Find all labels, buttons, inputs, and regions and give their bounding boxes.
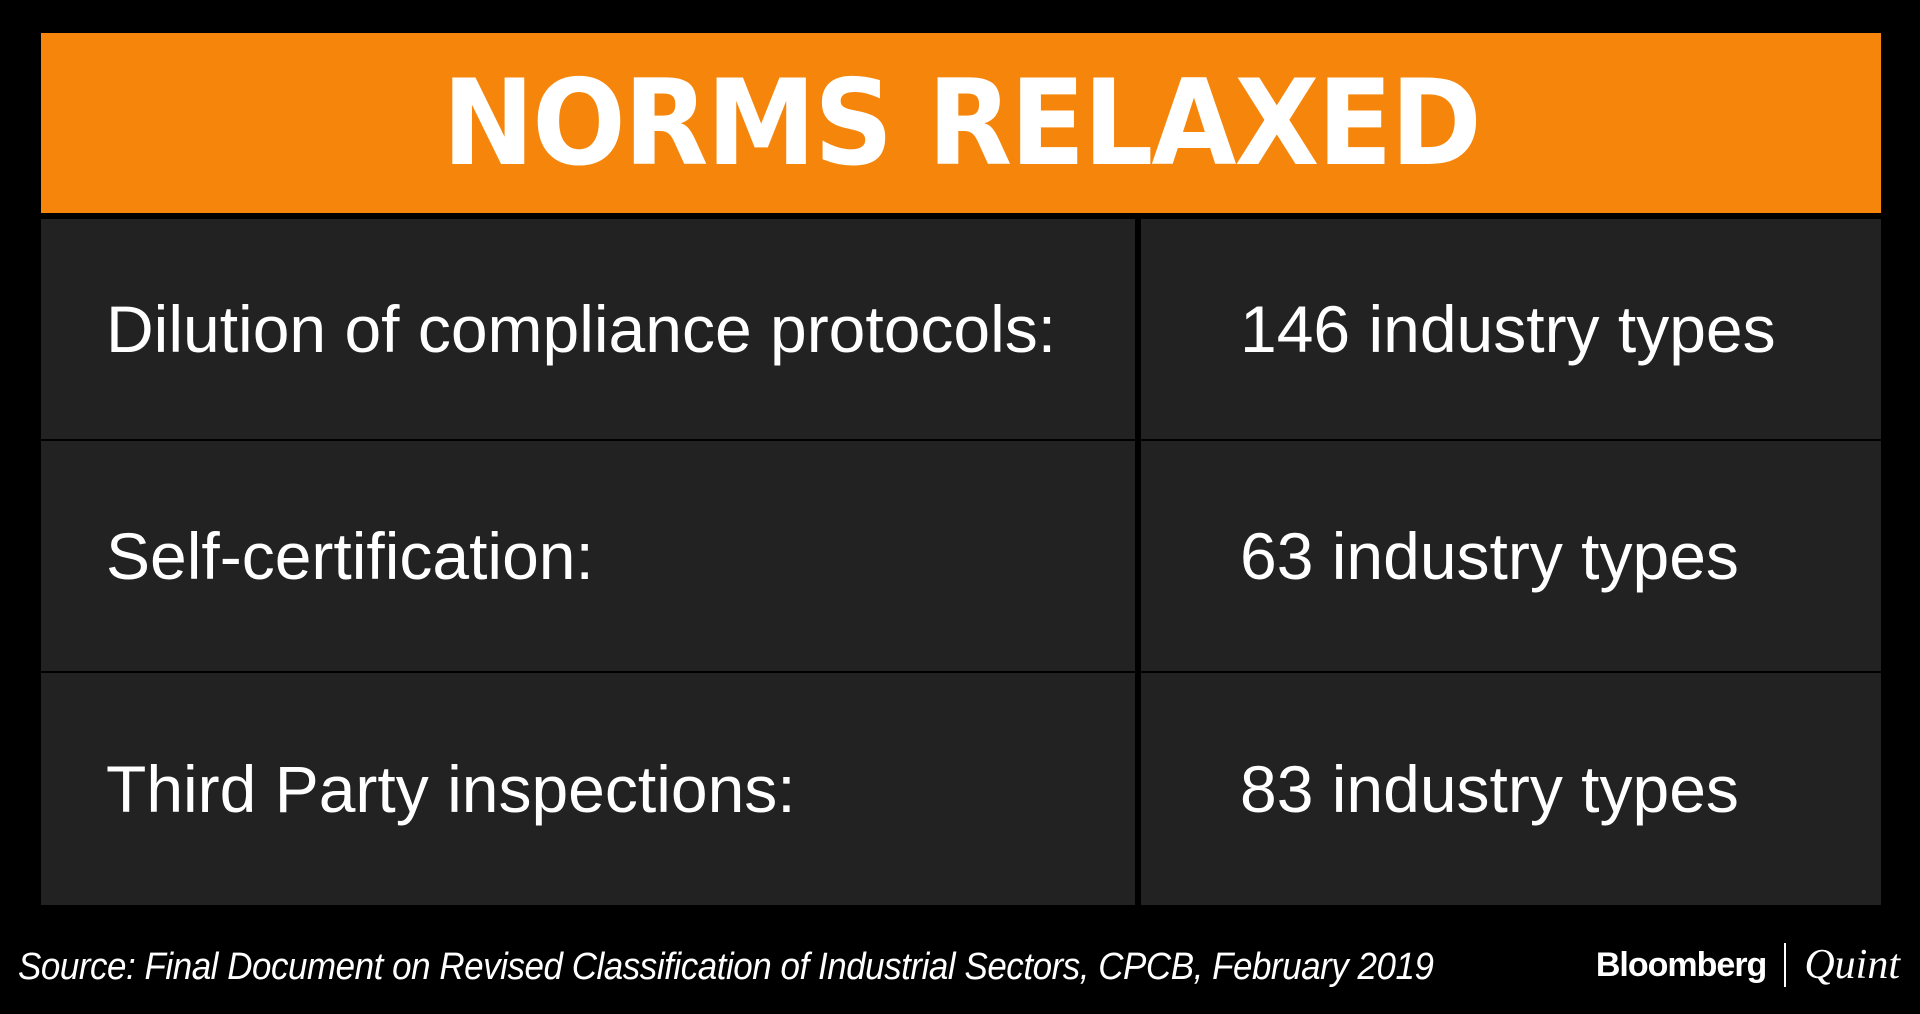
row-value: 63 industry types <box>1240 519 1739 593</box>
table-row: Self-certification: <box>41 441 1135 671</box>
table-row: Third Party inspections: <box>41 673 1135 905</box>
table-row: 83 industry types <box>1141 673 1881 905</box>
label-column: Dilution of compliance protocols: Self-c… <box>41 219 1135 905</box>
row-label: Dilution of compliance protocols: <box>106 292 1057 366</box>
table-row: Dilution of compliance protocols: <box>41 219 1135 439</box>
source-note: Source: Final Document on Revised Classi… <box>18 946 1434 988</box>
page-title: NORMS RELAXED <box>442 53 1482 193</box>
footer: Source: Final Document on Revised Classi… <box>0 940 1920 1000</box>
title-banner: NORMS RELAXED <box>41 33 1881 213</box>
logo-quint-text: Quint <box>1804 942 1900 988</box>
logo-divider <box>1784 943 1787 987</box>
logo-bloomberg-text: Bloomberg <box>1595 945 1767 984</box>
row-value: 83 industry types <box>1240 752 1739 826</box>
row-value: 146 industry types <box>1240 292 1776 366</box>
value-column: 146 industry types 63 industry types 83 … <box>1141 219 1881 905</box>
row-label: Self-certification: <box>106 519 594 593</box>
publisher-logo: Bloomberg Quint <box>1596 940 1900 990</box>
norms-table: Dilution of compliance protocols: Self-c… <box>41 219 1881 905</box>
table-row: 146 industry types <box>1141 219 1881 439</box>
row-label: Third Party inspections: <box>106 752 796 826</box>
table-row: 63 industry types <box>1141 441 1881 671</box>
